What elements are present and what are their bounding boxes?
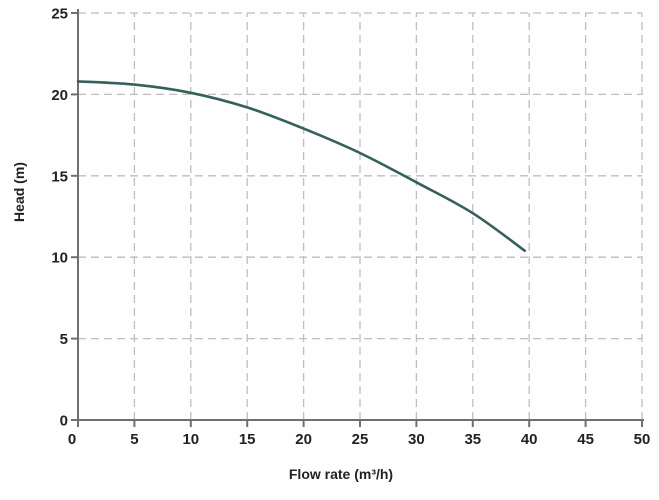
y-tick-label: 25 — [51, 6, 68, 23]
y-tick-label: 15 — [51, 168, 68, 185]
y-axis-label: Head (m) — [11, 162, 27, 222]
y-tick-label: 5 — [60, 331, 68, 348]
grid-layer — [78, 12, 643, 420]
y-tick-label: 10 — [51, 250, 68, 267]
axis-layer — [71, 9, 644, 427]
x-tick-label: 50 — [634, 431, 651, 448]
x-axis-label: Flow rate (m³/h) — [289, 466, 393, 482]
x-tick-label: 35 — [464, 431, 481, 448]
y-tick-label: 20 — [51, 87, 68, 104]
label-layer: Flow rate (m³/h) Head (m) 0 5 10 15 20 25 30 35… — [11, 6, 650, 483]
x-tick-label: 25 — [352, 431, 369, 448]
pump-head-curve — [76, 80, 526, 252]
curve-layer — [76, 80, 526, 252]
x-tick-label: 45 — [577, 431, 594, 448]
x-tick-label: 40 — [521, 431, 538, 448]
x-tick-label: 30 — [408, 431, 425, 448]
y-tick-label: 0 — [60, 413, 68, 430]
x-tick-label: 20 — [295, 431, 312, 448]
x-tick-label: 0 — [68, 431, 76, 448]
x-tick-label: 5 — [130, 431, 138, 448]
x-tick-label: 10 — [182, 431, 199, 448]
x-tick-label: 15 — [239, 431, 256, 448]
